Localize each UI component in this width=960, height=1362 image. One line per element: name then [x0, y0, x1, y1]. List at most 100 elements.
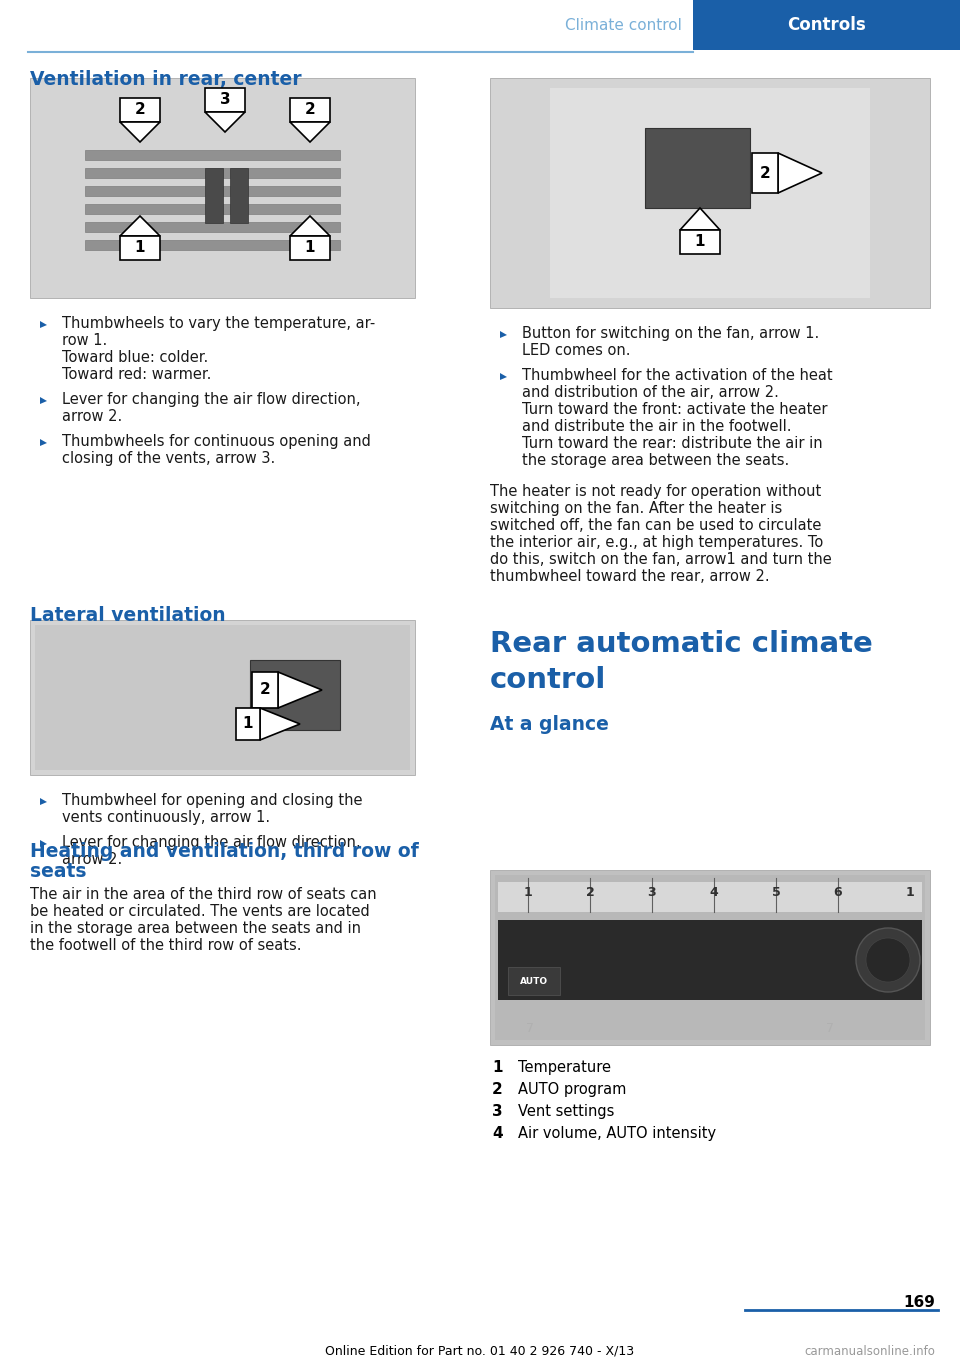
Text: 2: 2: [304, 102, 316, 117]
Polygon shape: [40, 321, 47, 328]
Text: 1: 1: [492, 1060, 502, 1075]
Polygon shape: [278, 671, 322, 708]
Text: 169: 169: [903, 1295, 935, 1310]
Polygon shape: [40, 439, 47, 445]
Bar: [35, 625, 410, 770]
Text: 1: 1: [134, 241, 145, 256]
Text: Rear automatic climate: Rear automatic climate: [490, 631, 873, 658]
Bar: [85, 240, 340, 251]
Bar: [290, 98, 330, 123]
Text: arrow 2.: arrow 2.: [62, 853, 122, 868]
Text: carmanualsonline.info: carmanualsonline.info: [804, 1346, 935, 1358]
Bar: [490, 78, 930, 308]
Text: the footwell of the third row of seats.: the footwell of the third row of seats.: [30, 938, 301, 953]
Polygon shape: [290, 217, 330, 236]
Text: Temperature: Temperature: [518, 1060, 611, 1075]
Text: Turn toward the rear: distribute the air in: Turn toward the rear: distribute the air…: [522, 436, 823, 451]
Text: 1: 1: [523, 885, 533, 899]
Bar: [495, 874, 925, 1041]
Text: closing of the vents, arrow 3.: closing of the vents, arrow 3.: [62, 451, 276, 466]
Bar: [120, 236, 160, 260]
Text: Vent settings: Vent settings: [518, 1105, 614, 1120]
Bar: [490, 870, 930, 1045]
Bar: [498, 919, 922, 1000]
Polygon shape: [500, 331, 507, 338]
Text: Climate control: Climate control: [565, 18, 682, 33]
Bar: [205, 168, 223, 223]
Bar: [508, 967, 560, 996]
Text: 2: 2: [259, 682, 271, 697]
Polygon shape: [500, 373, 507, 380]
Text: and distribute the air in the footwell.: and distribute the air in the footwell.: [522, 419, 791, 434]
Text: 1: 1: [905, 885, 914, 899]
Polygon shape: [205, 112, 245, 132]
Bar: [120, 98, 160, 123]
Text: seats: seats: [30, 862, 86, 881]
Text: Online Edition for Part no. 01 40 2 926 740 - X/13: Online Edition for Part no. 01 40 2 926 …: [325, 1346, 635, 1358]
Text: Thumbwheels to vary the temperature, ar-: Thumbwheels to vary the temperature, ar-: [62, 316, 375, 331]
Bar: [30, 78, 415, 298]
Text: AUTO: AUTO: [520, 977, 548, 986]
Text: Button for switching on the fan, arrow 1.: Button for switching on the fan, arrow 1…: [522, 326, 819, 340]
Bar: [30, 620, 415, 775]
Text: vents continuously, arrow 1.: vents continuously, arrow 1.: [62, 810, 270, 825]
Circle shape: [866, 938, 910, 982]
Text: 3: 3: [220, 93, 230, 108]
Text: Air volume, AUTO intensity: Air volume, AUTO intensity: [518, 1126, 716, 1141]
Bar: [205, 89, 245, 112]
Text: Controls: Controls: [787, 16, 866, 34]
Text: row 1.: row 1.: [62, 332, 108, 349]
Polygon shape: [120, 123, 160, 142]
Text: LED comes on.: LED comes on.: [522, 343, 631, 358]
Text: Thumbwheel for opening and closing the: Thumbwheel for opening and closing the: [62, 793, 363, 808]
Text: 2: 2: [134, 102, 145, 117]
Polygon shape: [120, 217, 160, 236]
Text: in the storage area between the seats and in: in the storage area between the seats an…: [30, 921, 361, 936]
Bar: [752, 153, 778, 193]
Text: control: control: [490, 666, 607, 695]
Text: 4: 4: [492, 1126, 503, 1141]
Bar: [252, 671, 278, 708]
Text: Thumbwheels for continuous opening and: Thumbwheels for continuous opening and: [62, 434, 371, 449]
Polygon shape: [40, 798, 47, 805]
Text: the interior air, e.g., at high temperatures. To: the interior air, e.g., at high temperat…: [490, 535, 824, 550]
Text: arrow 2.: arrow 2.: [62, 409, 122, 424]
Text: 7: 7: [526, 1022, 534, 1035]
Text: and distribution of the air, arrow 2.: and distribution of the air, arrow 2.: [522, 385, 779, 400]
Text: do this, switch on the fan, arrow1 and turn the: do this, switch on the fan, arrow1 and t…: [490, 552, 831, 567]
Text: 4: 4: [709, 885, 718, 899]
Text: The air in the area of the third row of seats can: The air in the area of the third row of …: [30, 887, 376, 902]
Bar: [680, 230, 720, 253]
Text: 2: 2: [586, 885, 594, 899]
Polygon shape: [778, 153, 822, 193]
Text: be heated or circulated. The vents are located: be heated or circulated. The vents are l…: [30, 904, 370, 919]
Text: Lever for changing the air flow direction,: Lever for changing the air flow directio…: [62, 835, 361, 850]
Text: Ventilation in rear, center: Ventilation in rear, center: [30, 69, 301, 89]
Text: The heater is not ready for operation without: The heater is not ready for operation wi…: [490, 484, 821, 498]
Circle shape: [856, 928, 920, 992]
Text: Heating and ventilation, third row of: Heating and ventilation, third row of: [30, 842, 419, 861]
Text: 2: 2: [492, 1081, 503, 1096]
Bar: [85, 204, 340, 214]
Polygon shape: [40, 396, 47, 405]
Bar: [85, 187, 340, 196]
Text: AUTO program: AUTO program: [518, 1081, 626, 1096]
Bar: [693, 0, 960, 50]
Text: 3: 3: [492, 1105, 503, 1120]
Bar: [85, 168, 340, 178]
Polygon shape: [290, 123, 330, 142]
Bar: [645, 128, 750, 208]
Text: Thumbwheel for the activation of the heat: Thumbwheel for the activation of the hea…: [522, 368, 832, 383]
Text: Lateral ventilation: Lateral ventilation: [30, 606, 226, 625]
Text: 1: 1: [243, 716, 253, 731]
Bar: [85, 150, 340, 159]
Text: switching on the fan. After the heater is: switching on the fan. After the heater i…: [490, 501, 782, 516]
Text: switched off, the fan can be used to circulate: switched off, the fan can be used to cir…: [490, 518, 822, 533]
Text: 5: 5: [772, 885, 780, 899]
Text: 1: 1: [304, 241, 315, 256]
Text: thumbwheel toward the rear, arrow 2.: thumbwheel toward the rear, arrow 2.: [490, 569, 770, 584]
Bar: [85, 222, 340, 232]
Text: Toward blue: colder.: Toward blue: colder.: [62, 350, 208, 365]
Bar: [236, 708, 260, 740]
Polygon shape: [680, 208, 720, 230]
